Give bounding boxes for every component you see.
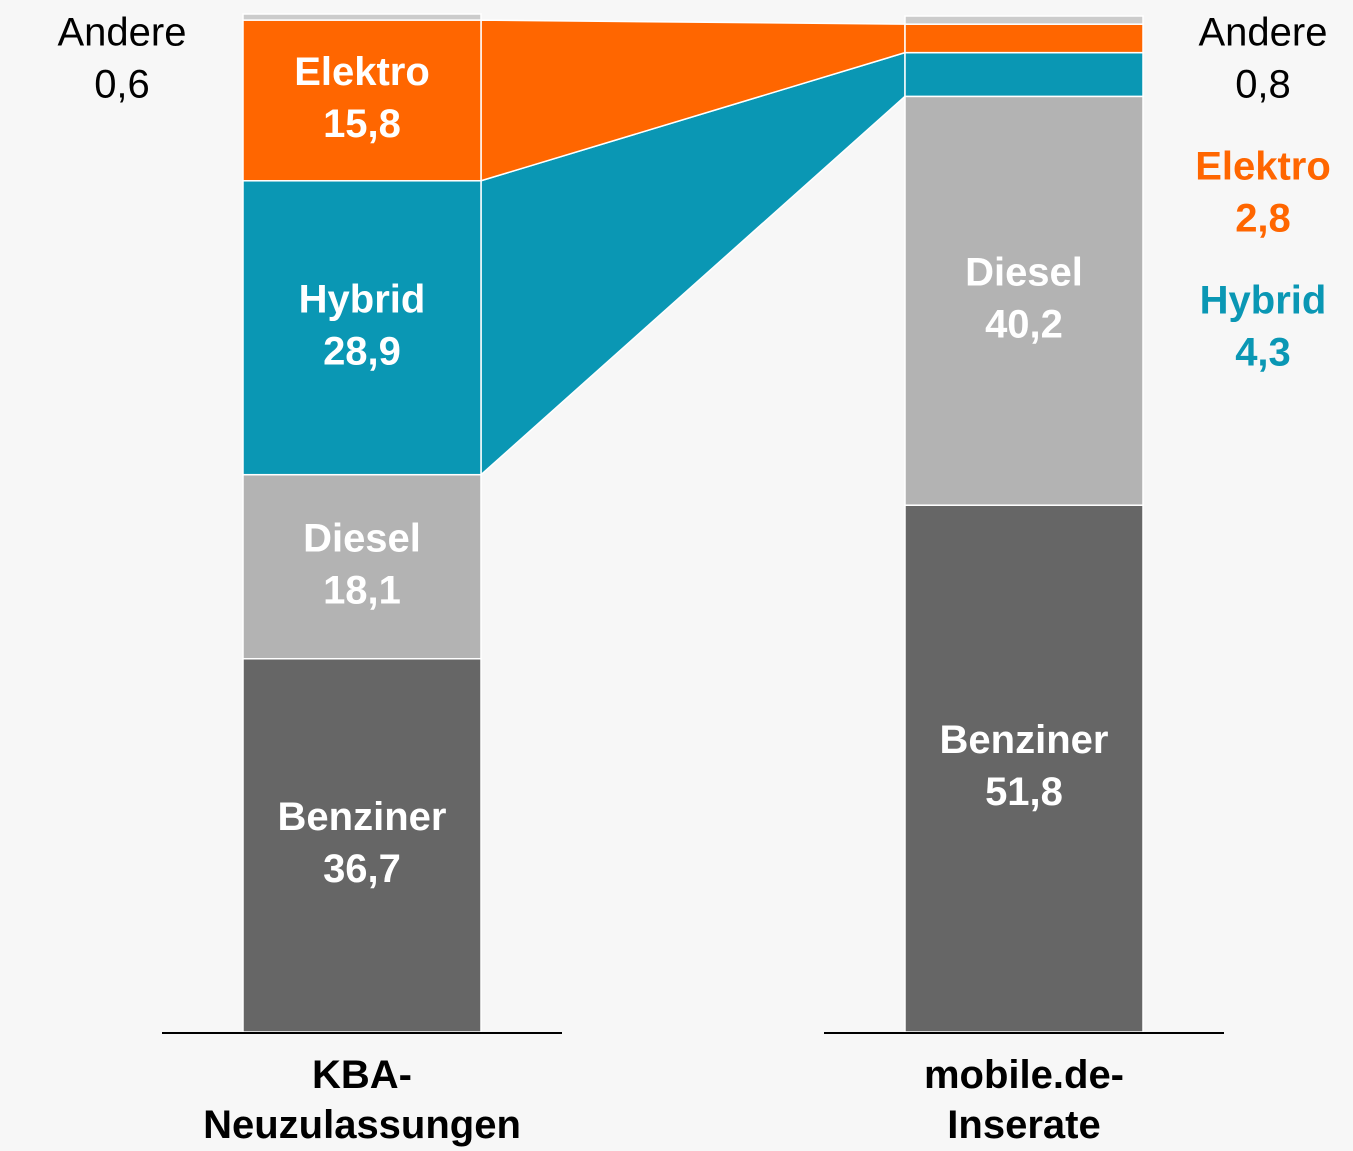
segment-name: Diesel — [303, 516, 421, 560]
bar-segment — [242, 658, 482, 1033]
segment-name: Hybrid — [299, 277, 426, 321]
segment-name: Elektro — [294, 50, 430, 94]
segment-value: 51,8 — [985, 770, 1063, 814]
segment-value: 36,7 — [323, 847, 401, 891]
segment-name: Diesel — [965, 250, 1083, 294]
bar-segment — [242, 180, 482, 476]
segment-name: Benziner — [278, 795, 447, 839]
segment-name: Benziner — [940, 718, 1109, 762]
bar-segment — [242, 473, 482, 660]
segment-value: 28,9 — [323, 329, 401, 373]
category-label: KBA- Neuzulassungen — [203, 1053, 521, 1147]
outside-name: Andere — [58, 11, 187, 55]
outside-value: 0,8 — [1235, 63, 1291, 107]
outside-value: 2,8 — [1235, 197, 1291, 241]
segment-value: 18,1 — [323, 568, 401, 612]
outside-value: 4,3 — [1235, 331, 1291, 375]
bar-segment — [904, 95, 1144, 506]
bar-segment — [904, 504, 1144, 1033]
category-label: mobile.de- Inserate — [923, 1053, 1125, 1147]
outside-name: Andere — [1199, 11, 1328, 55]
outside-value: 0,6 — [94, 63, 150, 107]
segment-value: 15,8 — [323, 102, 401, 146]
bar-segment — [904, 51, 1144, 98]
outside-name: Elektro — [1195, 145, 1331, 189]
bar-segment — [242, 19, 482, 182]
outside-name: Hybrid — [1200, 279, 1327, 323]
segment-value: 40,2 — [985, 302, 1063, 346]
bar-segment — [904, 23, 1144, 54]
bar-segment — [242, 13, 482, 21]
bar-segment — [904, 15, 1144, 25]
